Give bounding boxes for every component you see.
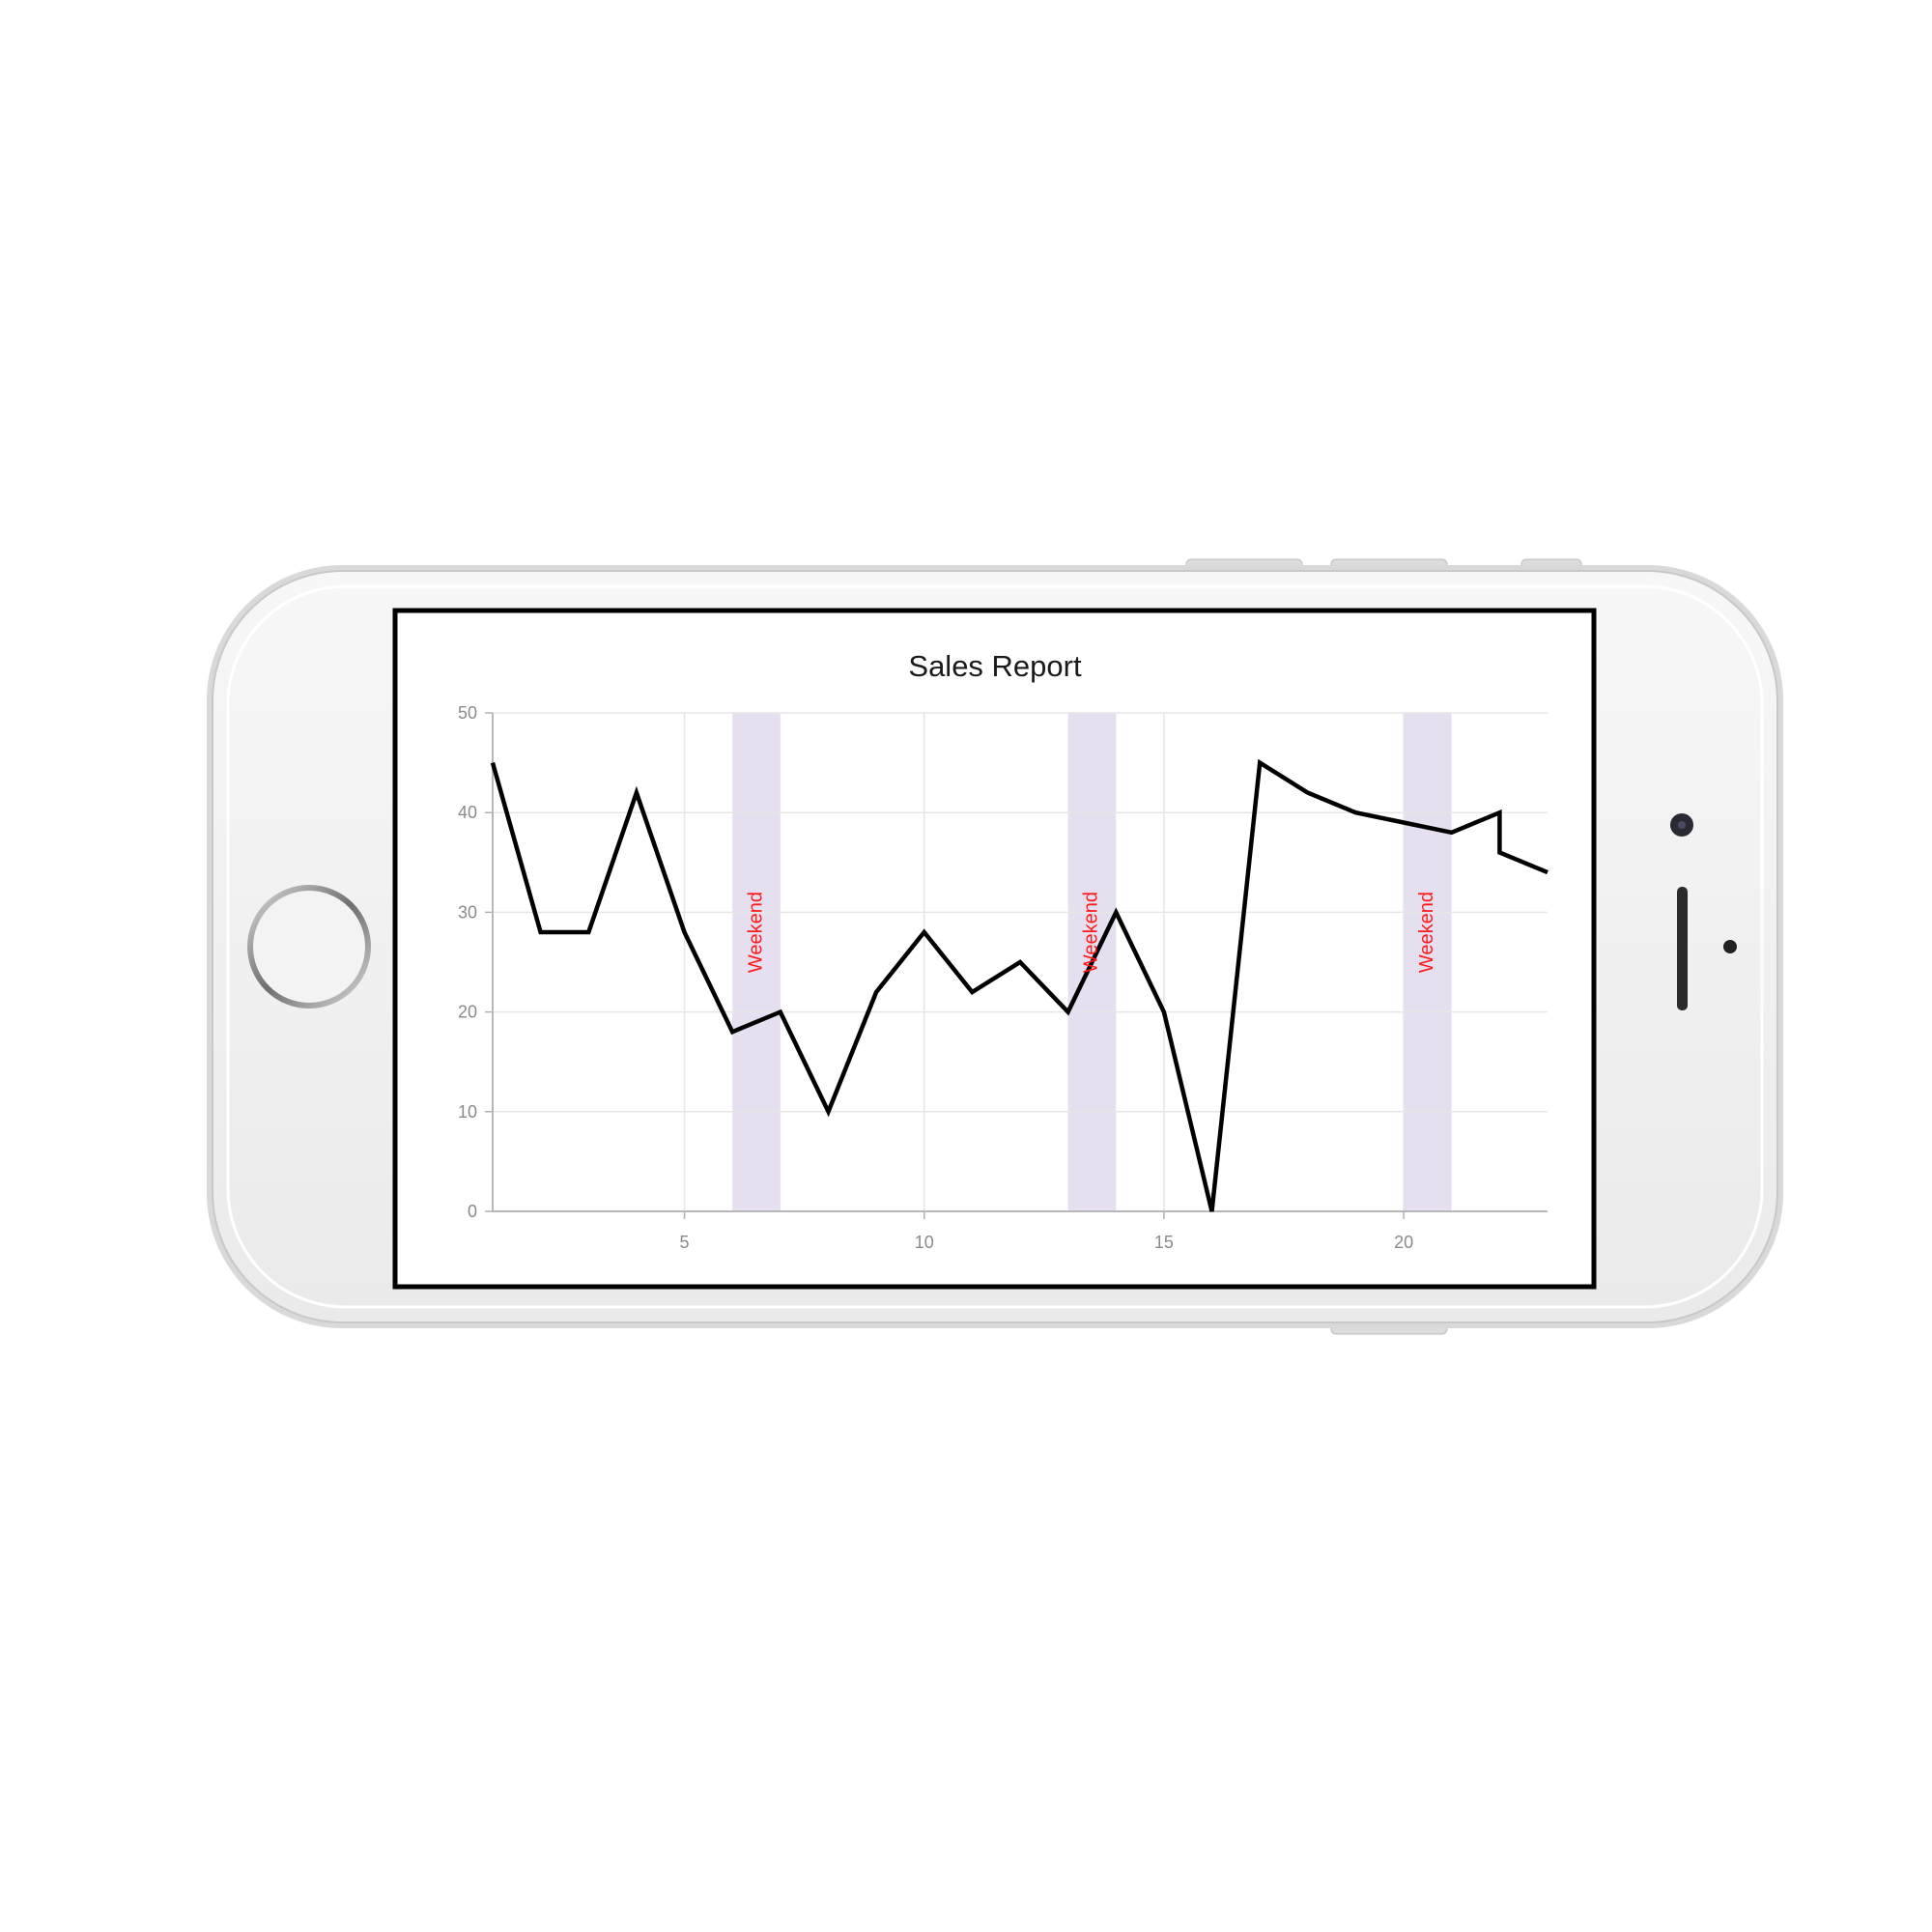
band-labels: Weekend Weekend Weekend xyxy=(745,892,1437,973)
proximity-sensor-icon xyxy=(1723,940,1737,953)
home-button[interactable] xyxy=(247,885,371,1009)
chart-title: Sales Report xyxy=(908,649,1082,683)
band-label-2: Weekend xyxy=(1081,892,1102,973)
x-tick-label: 20 xyxy=(1394,1233,1413,1252)
x-tick-label: 5 xyxy=(680,1233,690,1252)
screen xyxy=(392,608,1597,1290)
x-tick-label: 10 xyxy=(915,1233,934,1252)
chart-axes: 0 10 20 30 40 50 5 10 15 20 xyxy=(458,703,1548,1252)
band-label-1: Weekend xyxy=(745,892,766,973)
earpiece-speaker xyxy=(1677,887,1688,1010)
x-tick-label: 15 xyxy=(1154,1233,1174,1252)
y-tick-label: 50 xyxy=(458,703,477,723)
series-line-1 xyxy=(490,758,1548,1212)
chart-series xyxy=(490,758,1548,1212)
y-tick-label: 20 xyxy=(458,1003,477,1022)
y-tick-label: 10 xyxy=(458,1102,477,1122)
y-tick-label: 30 xyxy=(458,902,477,922)
weekend-band-1 xyxy=(732,713,781,1211)
weekend-bands xyxy=(732,713,1452,1211)
band-label-3: Weekend xyxy=(1416,892,1437,973)
y-tick-label: 0 xyxy=(468,1202,477,1221)
y-tick-label: 40 xyxy=(458,803,477,822)
weekend-band-3 xyxy=(1404,713,1452,1211)
